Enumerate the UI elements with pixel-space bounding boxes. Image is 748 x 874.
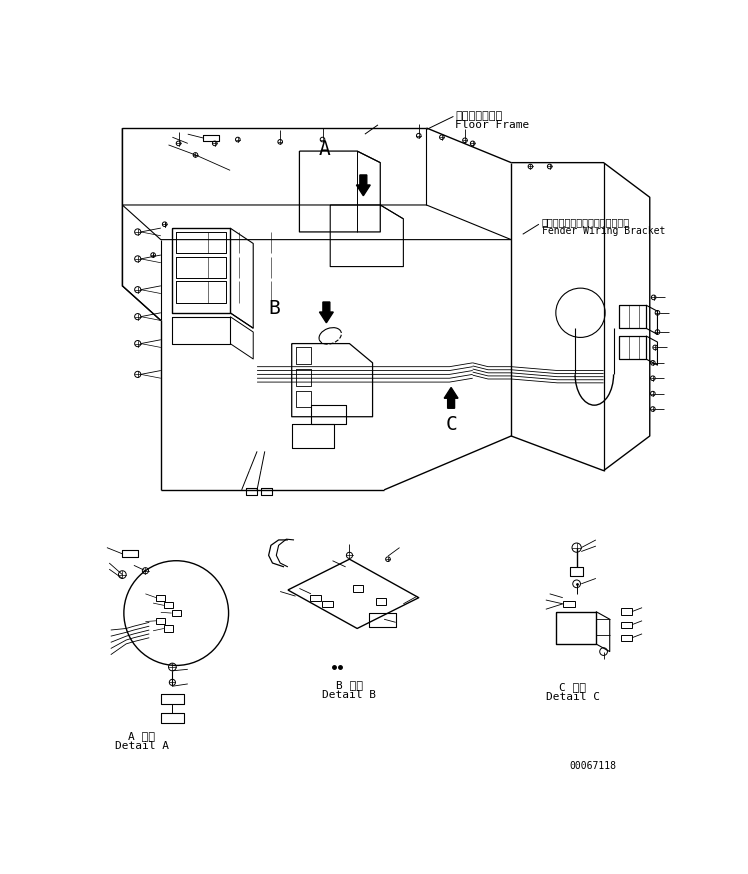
Bar <box>156 618 165 624</box>
Text: A: A <box>319 140 331 159</box>
Text: B: B <box>269 300 280 318</box>
Text: Floor Frame: Floor Frame <box>455 120 530 130</box>
Bar <box>156 594 165 600</box>
Polygon shape <box>444 387 458 408</box>
Bar <box>310 594 321 600</box>
Polygon shape <box>319 302 334 323</box>
Bar <box>375 599 387 605</box>
Bar <box>164 626 173 632</box>
Text: フロアフレーム: フロアフレーム <box>455 111 502 121</box>
Text: フェンダワイヤリングブラケット: フェンダワイヤリングブラケット <box>542 217 630 227</box>
Bar <box>164 602 173 608</box>
Text: Detail A: Detail A <box>114 741 168 752</box>
Text: B 詳細: B 詳細 <box>336 681 363 690</box>
Bar <box>322 600 333 607</box>
Bar <box>622 621 632 628</box>
Text: C 詳細: C 詳細 <box>560 682 586 692</box>
Bar <box>622 635 632 641</box>
Bar <box>562 600 575 607</box>
Text: 00067118: 00067118 <box>569 760 616 771</box>
Bar <box>622 608 632 614</box>
Text: C: C <box>446 415 458 434</box>
Bar <box>171 610 181 616</box>
Text: Detail B: Detail B <box>322 690 376 700</box>
Bar <box>352 586 364 592</box>
Polygon shape <box>356 175 370 196</box>
Text: Detail C: Detail C <box>546 692 600 702</box>
Text: A 詳細: A 詳細 <box>128 732 155 741</box>
Text: Fender Wiring Bracket: Fender Wiring Bracket <box>542 226 665 236</box>
